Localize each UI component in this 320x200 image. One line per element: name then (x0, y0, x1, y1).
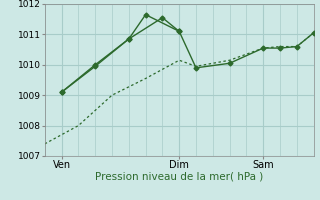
X-axis label: Pression niveau de la mer( hPa ): Pression niveau de la mer( hPa ) (95, 172, 263, 182)
